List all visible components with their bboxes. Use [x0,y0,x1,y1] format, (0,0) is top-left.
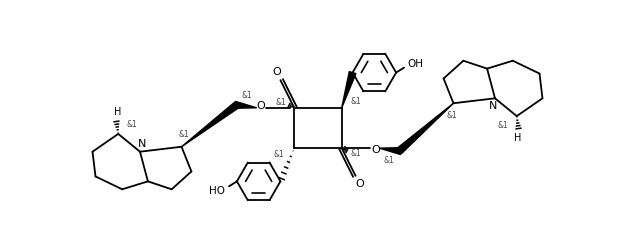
Text: O: O [257,101,265,111]
Text: &1: &1 [384,156,394,164]
Polygon shape [182,102,239,147]
Text: HO: HO [209,186,225,196]
Text: &1: &1 [350,97,361,106]
Text: &1: &1 [127,120,137,128]
Polygon shape [342,72,356,108]
Text: &1: &1 [273,150,284,158]
Polygon shape [397,103,453,154]
Text: &1: &1 [498,122,508,130]
Text: H: H [514,133,521,143]
Polygon shape [234,102,257,108]
Text: &1: &1 [275,98,286,107]
Text: H: H [114,107,121,117]
Text: O: O [355,179,364,189]
Polygon shape [379,148,401,154]
Text: &1: &1 [178,130,189,140]
Text: N: N [489,101,497,111]
Text: &1: &1 [350,148,361,158]
Text: N: N [138,139,146,149]
Text: &1: &1 [446,110,457,120]
Text: OH: OH [407,59,423,69]
Text: O: O [272,67,281,77]
Text: &1: &1 [241,92,252,100]
Text: O: O [371,145,380,155]
